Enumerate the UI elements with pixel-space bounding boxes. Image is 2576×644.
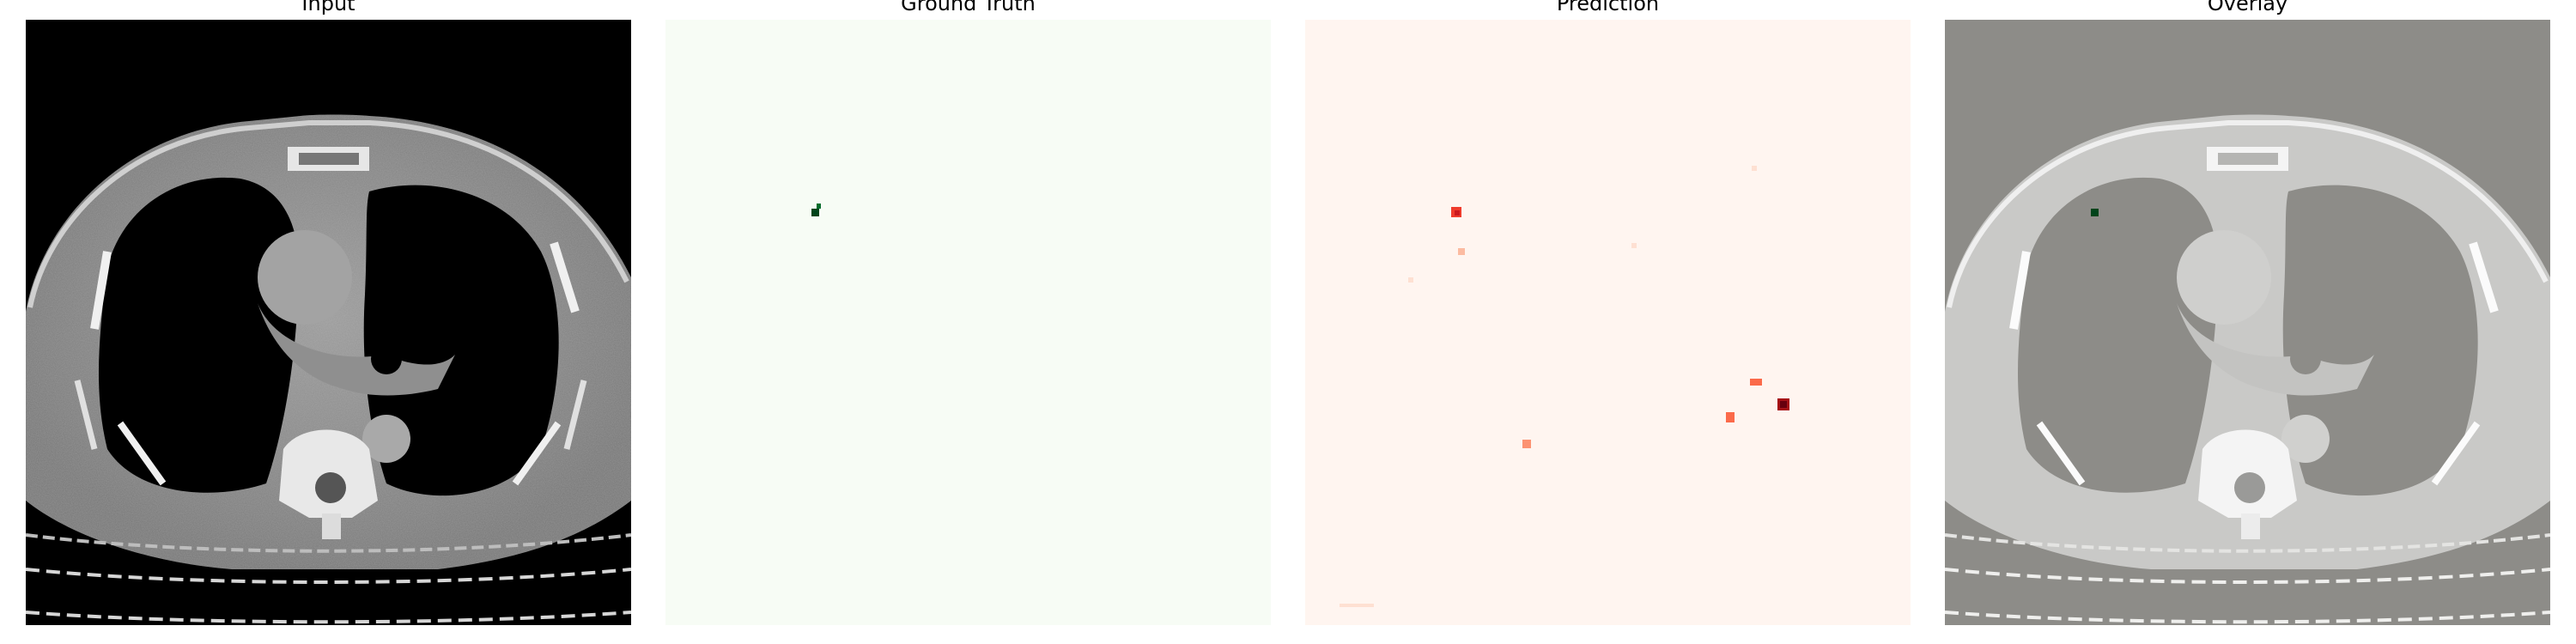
ground-truth-lesion-mark (811, 209, 819, 216)
overlay-image (1945, 20, 2550, 625)
ground-truth-title: Ground Truth (901, 0, 1036, 15)
overlay-lesion-mark (2091, 209, 2099, 216)
prediction-title: Prediction (1556, 0, 1660, 15)
input-title: Input (301, 0, 355, 15)
prediction-panel (1305, 20, 1911, 625)
prediction-heatmap-image (1305, 20, 1911, 625)
ground-truth-mask-image (665, 20, 1271, 625)
ground-truth-panel (665, 20, 1271, 625)
ct-scan-input-image (26, 20, 631, 625)
overlay-panel (1945, 20, 2550, 625)
overlay-title: Overlay (2207, 0, 2288, 15)
input-panel (26, 20, 631, 625)
